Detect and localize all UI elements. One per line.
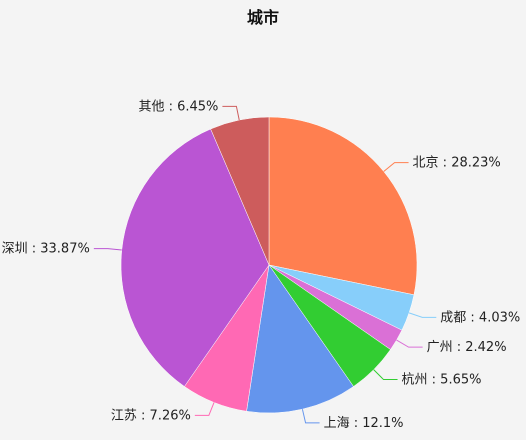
slice-label-0: 北京 : 28.23% xyxy=(413,156,501,171)
slice-label-7: 其他 : 6.45% xyxy=(138,99,218,114)
leader-line-1 xyxy=(408,312,437,318)
slice-label-6: 深圳 : 33.87% xyxy=(2,242,90,257)
slice-label-2: 广州 : 2.42% xyxy=(427,340,507,355)
slice-label-1: 成都 : 4.03% xyxy=(440,310,520,325)
slice-label-5: 江苏 : 7.26% xyxy=(111,407,191,423)
pie-slice-0[interactable] xyxy=(268,116,418,296)
chart-title: 城市 xyxy=(246,8,279,27)
leader-line-3 xyxy=(373,369,398,381)
slice-labels: 北京 : 28.23% 成都 : 4.03% 广州 : 2.42% 杭州 : 5.65… xyxy=(2,99,521,431)
leader-line-4 xyxy=(301,409,320,424)
leader-line-0 xyxy=(383,162,409,172)
label-leaders xyxy=(93,105,437,424)
leader-line-5 xyxy=(194,402,215,416)
pie-slice-6[interactable] xyxy=(120,128,270,387)
leader-line-2 xyxy=(396,339,423,348)
pie-slices xyxy=(120,116,418,414)
slice-label-4: 上海 : 12.1% xyxy=(324,416,404,431)
leader-line-6 xyxy=(93,248,122,251)
leader-line-7 xyxy=(222,105,240,121)
slice-label-3: 杭州 : 5.65% xyxy=(402,373,482,388)
pie-slice-7[interactable] xyxy=(210,116,270,266)
